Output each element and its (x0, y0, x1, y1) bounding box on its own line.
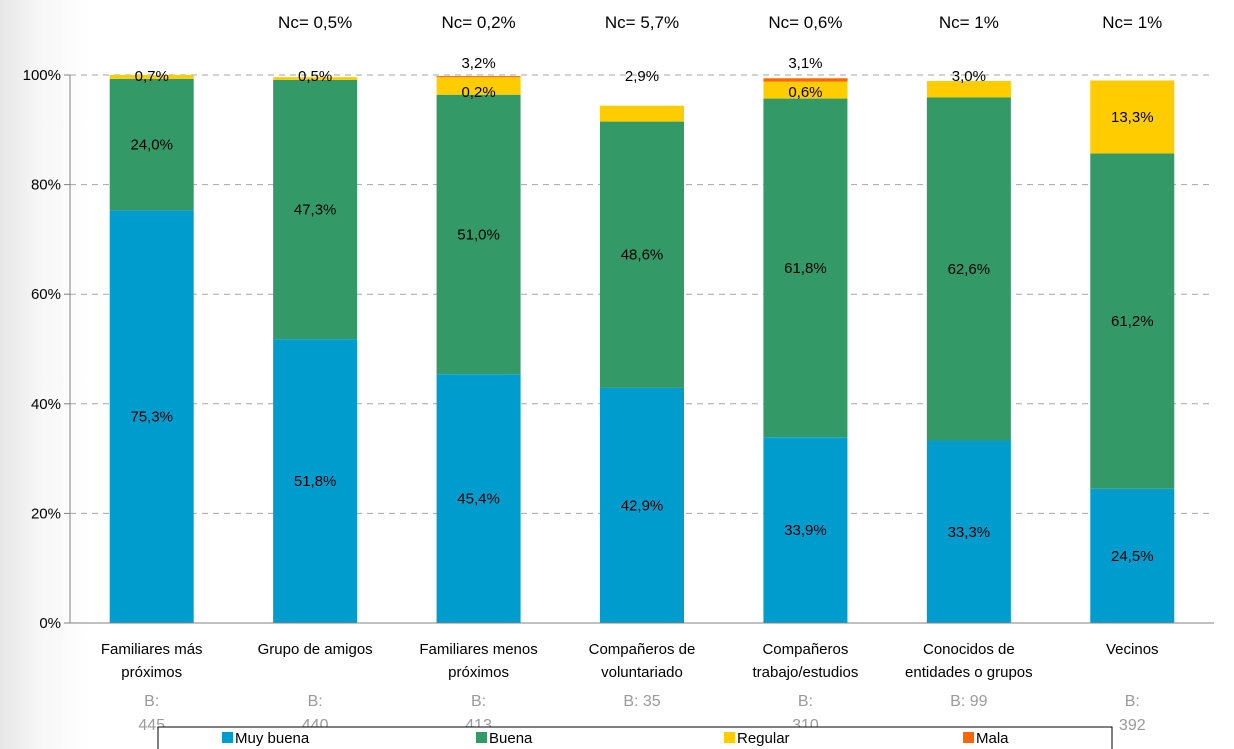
y-tick-label: 20% (31, 505, 61, 522)
y-axis: 0% 20% 40% 60% 80% 100% (23, 67, 71, 632)
bar-segment (763, 78, 848, 82)
nc-label: Nc= 5,7% (605, 13, 679, 32)
data-label: 61,2% (1111, 313, 1154, 330)
data-label: 3,1% (788, 55, 822, 72)
legend-swatch (724, 732, 735, 743)
bar-segment (600, 387, 684, 623)
category-label: próximos (448, 664, 509, 681)
data-label: 0,2% (461, 84, 495, 101)
legend: Muy buena Buena Regular Mala (157, 726, 1113, 749)
base-label: B: 35 (623, 693, 660, 710)
legend-label: Mala (976, 730, 1009, 747)
data-label: 48,6% (621, 247, 664, 264)
y-tick-label: 80% (31, 177, 61, 194)
bar-segment (273, 79, 358, 340)
data-label: 2,9% (625, 68, 659, 85)
bar-segment (1090, 80, 1175, 154)
legend-box (157, 726, 1113, 749)
bar-segment (273, 77, 358, 80)
legend-label: Regular (737, 730, 790, 747)
bar-segment (273, 339, 358, 623)
y-tick-label: 100% (23, 67, 61, 84)
base-label: B: (144, 693, 159, 710)
data-label: 24,5% (1111, 548, 1154, 565)
bar-segment (926, 440, 1011, 623)
base-label: 392 (1119, 717, 1146, 734)
legend-label: Buena (489, 730, 533, 747)
data-label: 75,3% (130, 409, 173, 426)
bar-segment (926, 81, 1011, 98)
category-label: Familiares más (101, 641, 203, 658)
bars (109, 75, 1175, 623)
data-label: 3,0% (952, 68, 986, 85)
category-label: entidades o grupos (905, 664, 1033, 681)
nc-label: Nc= 1% (939, 13, 999, 32)
bar-segment (109, 75, 194, 79)
bar-segment (109, 210, 194, 623)
bar-segment (436, 374, 521, 623)
bar-segment (436, 94, 521, 375)
category-label: Familiares menos (419, 641, 537, 658)
bar-segment (926, 97, 1011, 441)
base-label: B: (308, 693, 323, 710)
base-label: B: 99 (950, 693, 987, 710)
data-label: 13,3% (1111, 109, 1154, 126)
bar-segment (763, 98, 848, 438)
data-label: 61,8% (784, 260, 827, 277)
data-label: 0,6% (788, 84, 822, 101)
category-label: Compañeros de (589, 641, 696, 658)
category-label: voluntariado (601, 664, 683, 681)
data-label: 42,9% (621, 497, 664, 514)
data-label: 51,8% (294, 473, 337, 490)
bar-segment (763, 437, 848, 623)
data-label: 0,7% (135, 68, 169, 85)
bar-segment (1090, 488, 1175, 623)
data-label: 0,5% (298, 68, 332, 85)
data-label: 47,3% (294, 202, 337, 219)
y-tick-label: 0% (39, 615, 61, 632)
data-labels: 75,3% 24,0% 0,7% 51,8% 47,3% 0,5% 45,4% 51,0% 3,… (130, 55, 1153, 565)
y-tick-label: 60% (31, 286, 61, 303)
data-label: 24,0% (130, 137, 173, 154)
category-label: Grupo de amigos (258, 641, 373, 658)
category-label: trabajo/estudios (752, 664, 858, 681)
data-label: 33,9% (784, 522, 827, 539)
bar-segment (763, 81, 848, 99)
legend-swatch (222, 732, 233, 743)
bar-segment (600, 105, 684, 122)
base-label: B: (471, 693, 486, 710)
bar-segment (1090, 153, 1175, 489)
nc-label: Nc= 0,2% (441, 13, 515, 32)
nc-labels: Nc= 0,5% Nc= 0,2% Nc= 5,7% Nc= 0,6% Nc= 1% Nc… (278, 13, 1162, 32)
data-label: 51,0% (457, 226, 500, 243)
bar-segment (436, 76, 521, 78)
nc-label: Nc= 0,5% (278, 13, 352, 32)
bar-segment (600, 121, 684, 388)
data-label: 33,3% (948, 524, 991, 541)
legend-swatch (963, 732, 974, 743)
data-label: 45,4% (457, 491, 500, 508)
category-label: Compañeros (762, 641, 848, 658)
nc-label: Nc= 0,6% (768, 13, 842, 32)
nc-label: Nc= 1% (1102, 13, 1162, 32)
category-label: Vecinos (1106, 641, 1159, 658)
bar-segment (109, 78, 194, 211)
base-label: B: (1125, 693, 1140, 710)
bar-segment (436, 77, 521, 95)
data-label: 62,6% (948, 261, 991, 278)
legend-swatch (476, 732, 487, 743)
data-label: 3,2% (461, 55, 495, 72)
y-tick-label: 40% (31, 396, 61, 413)
category-label: próximos (121, 664, 182, 681)
legend-label: Muy buena (235, 730, 310, 747)
category-label: Conocidos de (923, 641, 1015, 658)
base-label: B: (798, 693, 813, 710)
